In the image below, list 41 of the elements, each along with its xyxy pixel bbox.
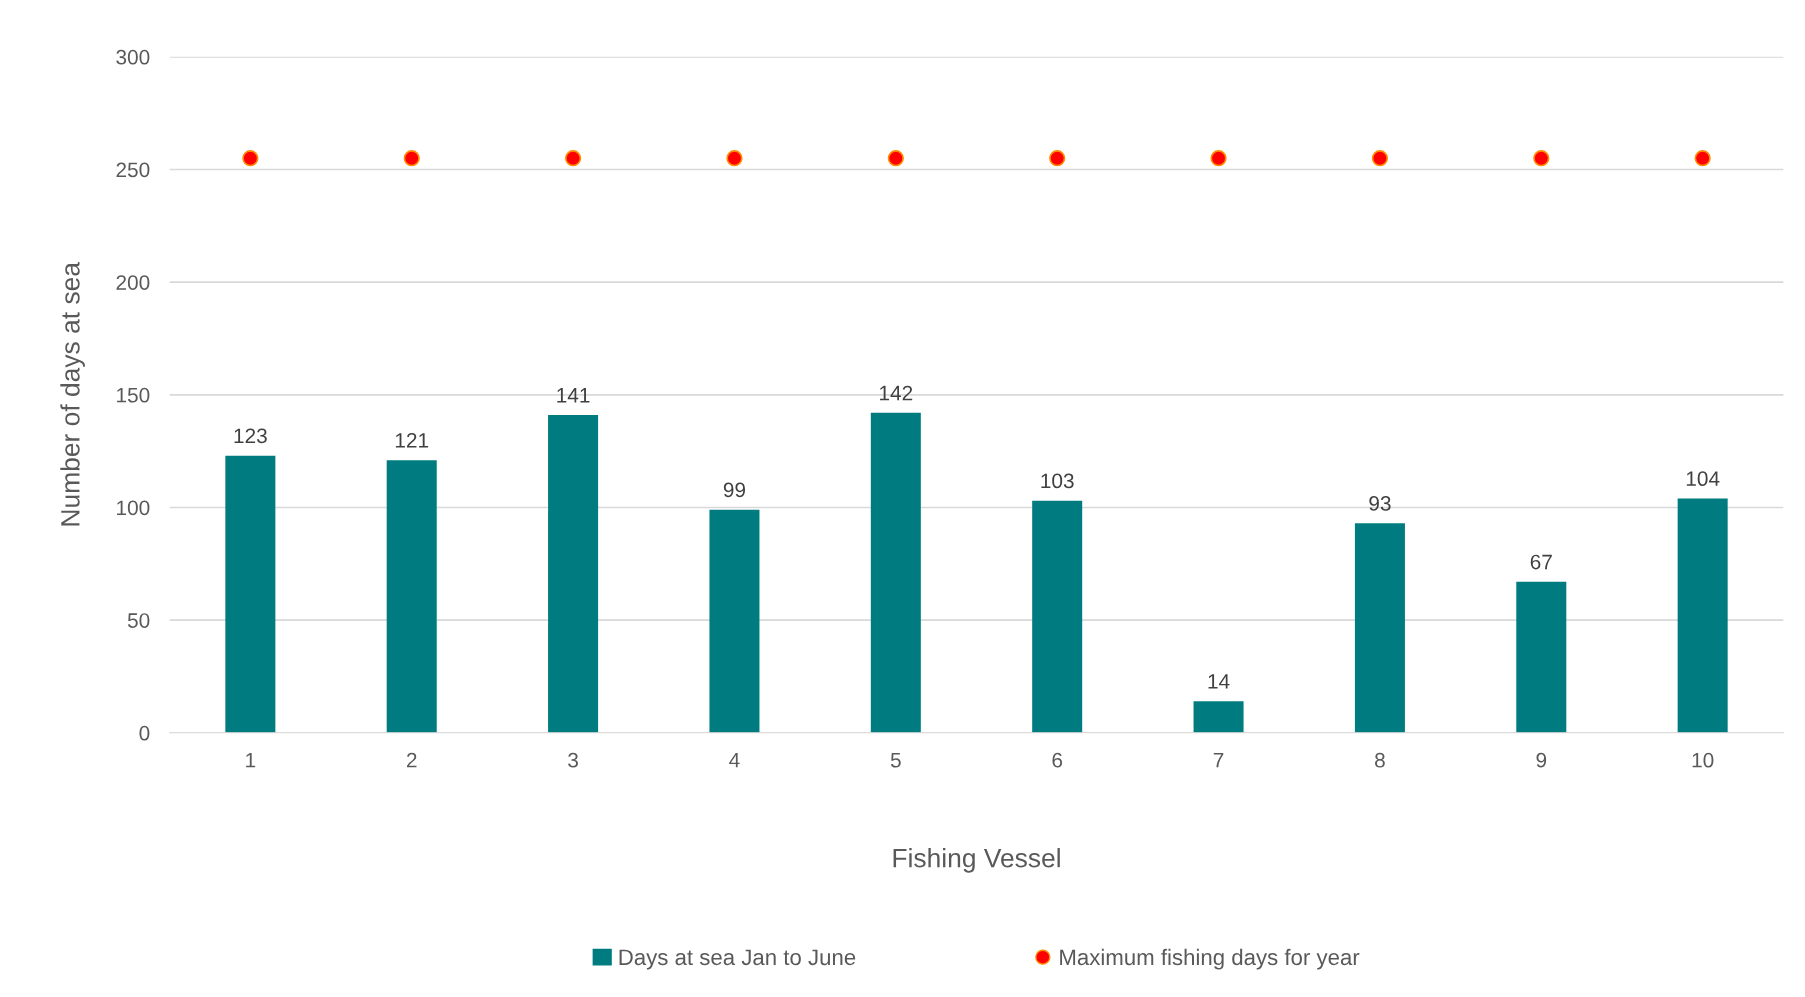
data-label: 104 [1686,471,1720,487]
data-label: 121 [395,432,429,448]
y-tick-label: 0 [139,725,150,741]
y-tick-label: 200 [116,275,150,290]
bar [1193,701,1244,733]
data-label: 123 [234,428,267,444]
legend-label: Days at sea Jan to June [619,949,856,970]
x-tick-label: 6 [1052,752,1063,768]
y-tick-label: 300 [116,49,150,65]
x-tick-label: 8 [1375,752,1385,768]
y-tick-label: 250 [116,162,150,178]
y-axis-title: Number of days at sea [60,262,85,526]
bar [386,460,437,733]
x-tick-label: 1 [246,753,256,768]
y-tick-label: 50 [127,613,150,628]
bar [709,509,760,733]
x-tick-label: 5 [890,753,901,768]
x-tick-label: 4 [729,753,740,768]
bar [548,415,599,733]
x-tick-label: 10 [1692,752,1714,768]
x-tick-label: 2 [406,752,417,768]
data-label: 93 [1369,496,1391,511]
data-label: 14 [1208,674,1230,689]
x-tick-label: 3 [568,752,578,768]
bar [1032,500,1083,733]
data-label: 103 [1041,473,1074,489]
bar [1516,581,1567,733]
x-tick-label: 9 [1536,752,1547,768]
data-label: 142 [880,385,913,401]
data-label: 67 [1530,554,1552,570]
data-label: 99 [723,482,746,498]
bar [870,412,921,733]
bar [225,455,276,733]
data-label: 141 [557,388,590,403]
y-tick-label: 100 [117,500,150,516]
legend-label: Maximum fishing days for year [1060,948,1360,970]
y-tick-label: 150 [117,387,150,403]
bar [1354,523,1405,733]
bar [1677,498,1728,733]
x-tick-label: 7 [1213,753,1224,768]
x-axis-title: Fishing Vessel [893,848,1060,873]
